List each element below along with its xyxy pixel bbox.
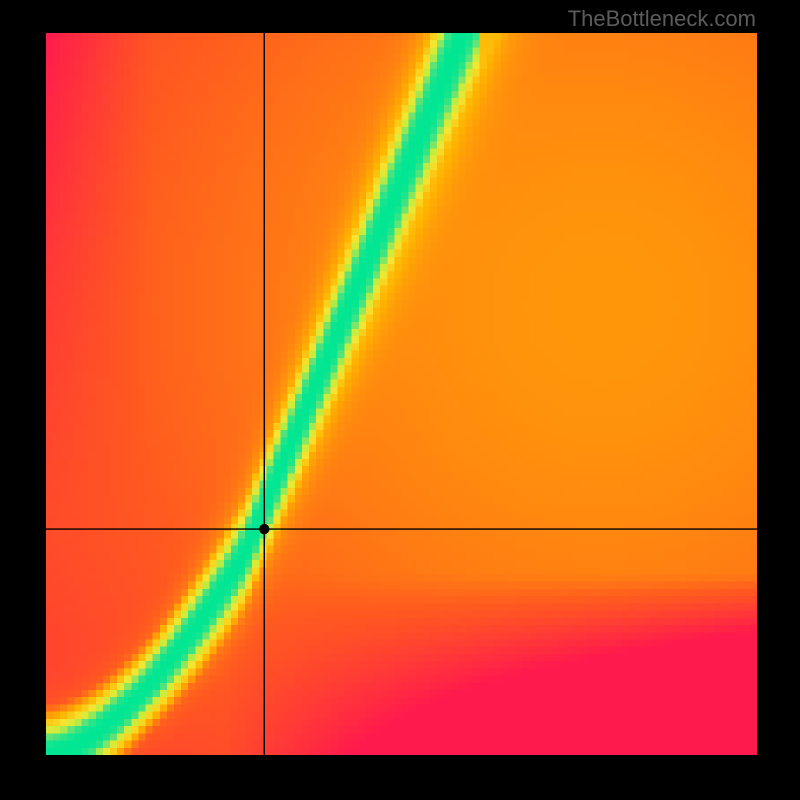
- heatmap-canvas: [46, 33, 757, 755]
- watermark-text: TheBottleneck.com: [568, 6, 756, 32]
- figure-root: TheBottleneck.com: [0, 0, 800, 800]
